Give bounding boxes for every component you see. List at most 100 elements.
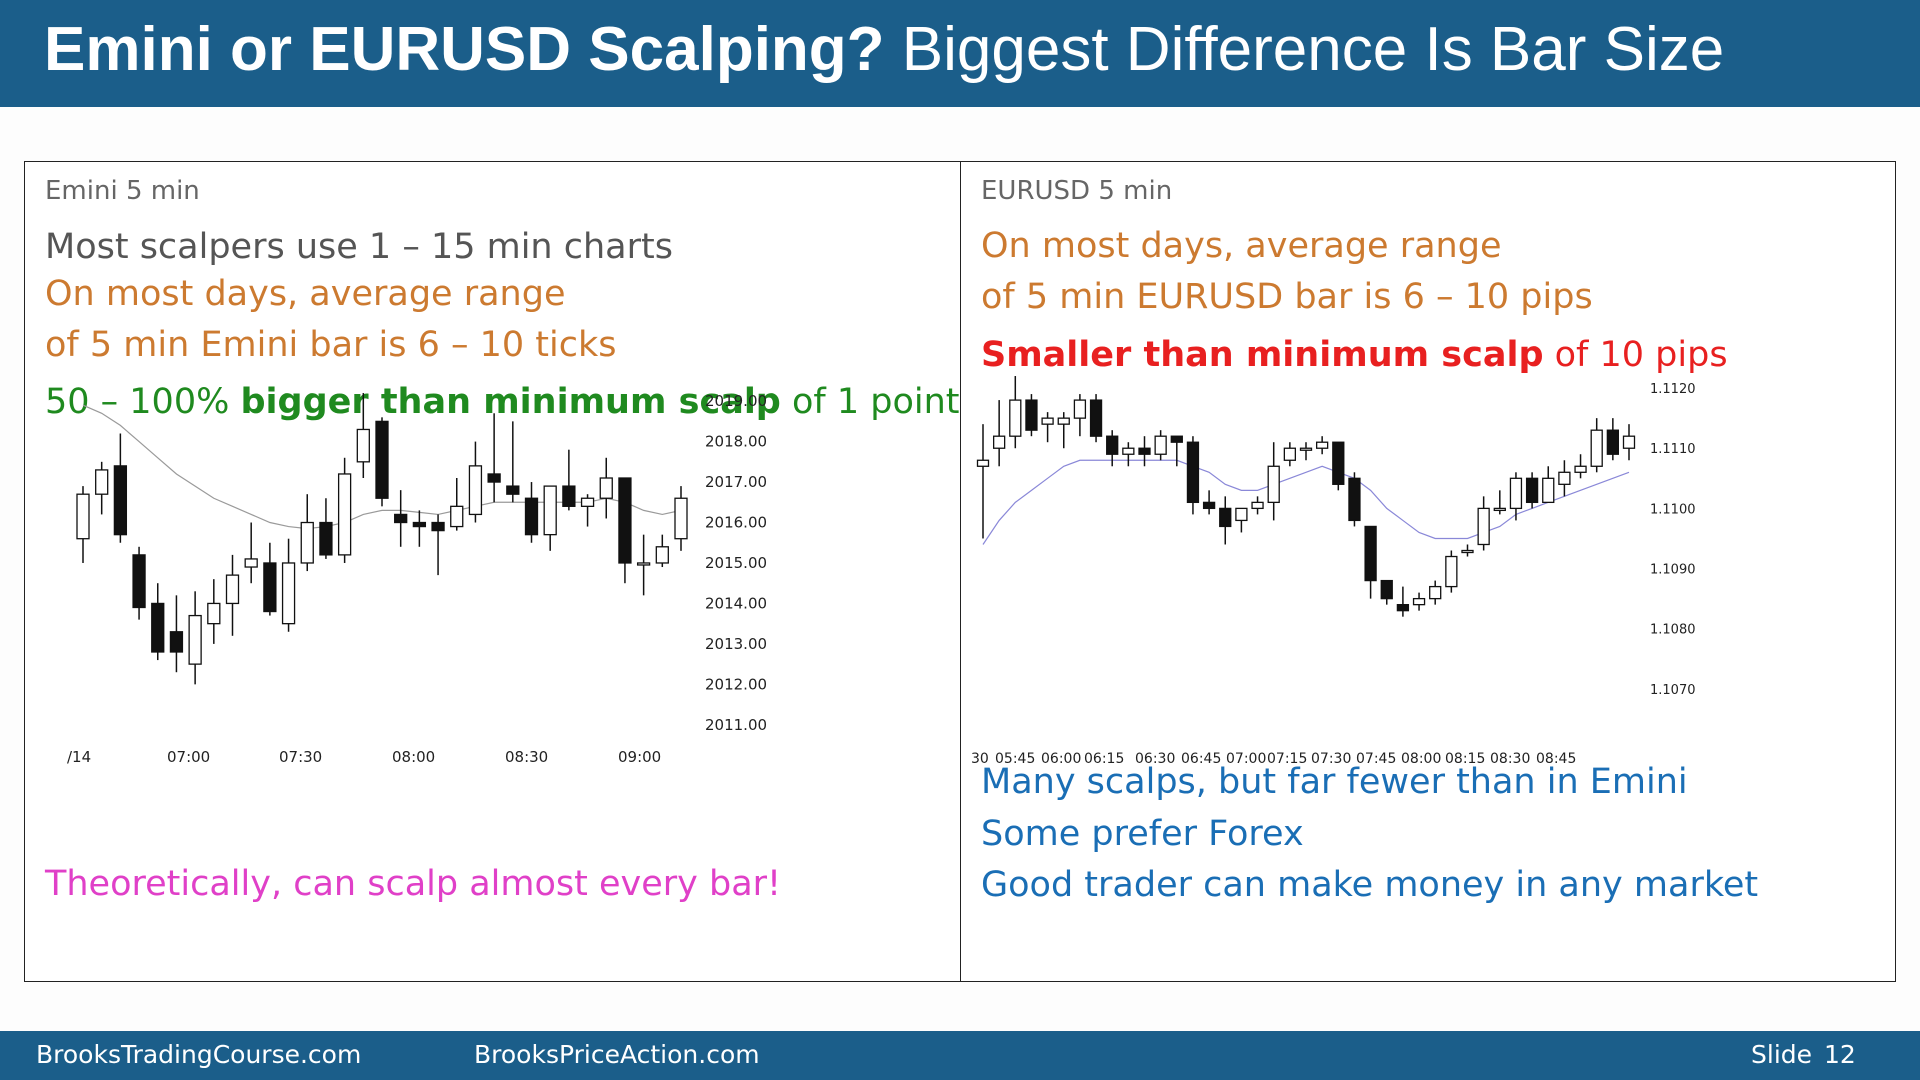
candle-body [1235,507,1248,522]
x-tick-label: 07:15 [1267,751,1307,767]
slide-title: Emini or EURUSD Scalping? Biggest Differ… [44,14,1724,85]
y-tick-label: 1.1100 [1650,502,1696,517]
y-tick-label: 2019.00 [705,392,767,410]
candle-body [1445,555,1458,588]
candle-body [1283,447,1297,461]
emini-line2: On most days, average range [45,274,566,314]
candle-body [1396,603,1410,612]
candle-body [487,473,501,483]
candle-body [1542,477,1555,504]
candle-body [1106,435,1119,455]
moving-average-line [982,459,1630,545]
candle-body [1509,477,1523,510]
y-tick-label: 1.1090 [1650,563,1696,578]
candle-body [1574,465,1587,473]
candle-body [993,435,1006,449]
emini-line4-b: bigger than minimum scalp [240,382,781,422]
candle-body [337,473,352,556]
x-tick-label: 08:30 [1490,751,1530,767]
eurusd-line3-b: of 10 pips [1543,335,1728,375]
candle-body [1089,399,1103,437]
y-tick-label: 2017.00 [705,473,767,491]
eurusd-bottom3: Good trader can make money in any market [981,865,1759,905]
candle-body [263,562,277,613]
x-tick-label: 08:00 [392,748,435,766]
candle-body [1138,447,1151,455]
eurusd-line3-a: Smaller than minimum scalp [981,335,1544,375]
candle-body [1025,399,1038,431]
candle-body [1558,471,1571,485]
emini-line4: 50 – 100% bigger than minimum scalp of 1… [45,382,960,422]
candle-body [1219,507,1232,528]
eurusd-line3: Smaller than minimum scalp of 10 pips [981,335,1728,375]
candle-body [394,513,408,524]
candle-body [524,497,539,536]
y-tick-label: 1.1080 [1650,623,1696,638]
x-tick-label: 08:45 [1536,751,1576,767]
eurusd-line2: of 5 min EURUSD bar is 6 – 10 pips [981,277,1593,317]
emini-line1: Most scalpers use 1 – 15 min charts [45,227,673,267]
candle-body [1299,447,1313,451]
candle-body [113,465,128,536]
emini-chart: 2019.00 2018.00 2017.00 2016.00 2015.00 2014.… [67,392,767,766]
x-tick-label: 06:45 [1181,751,1221,767]
eurusd-chart: 1.1120 1.1110 1.1100 1.1090 1.1080 1.1070 30 05… [971,376,1696,767]
x-tick-label: 08:15 [1445,751,1485,767]
candle-body [169,631,184,653]
x-tick-label: 06:00 [1041,751,1081,767]
candle-body [1057,417,1070,425]
candle-body [1332,441,1345,485]
candle-body [450,505,464,528]
y-tick-label: 1.1120 [1650,382,1696,397]
x-tick-label: 07:30 [279,748,322,766]
candle-body [580,497,595,507]
eurusd-bottom1: Many scalps, but far fewer than in Emini [981,762,1688,802]
x-tick-label: 07:00 [167,748,210,766]
candle-body [976,459,990,467]
x-tick-label: 05:45 [995,751,1035,767]
candle-body [562,485,576,507]
candle-body [300,521,314,564]
candle-body [1154,435,1167,455]
title-normal: Biggest Difference Is Bar Size [884,15,1725,84]
candle-body [599,477,613,499]
candle-body [76,493,90,540]
footer-bar: BrooksTradingCourse.com BrooksPriceActio… [0,1031,1920,1080]
y-tick-label: 2011.00 [705,716,767,734]
candle-body [319,521,333,556]
candle-body [1380,579,1393,600]
candle-body [207,602,221,625]
candle-body [225,574,240,605]
y-tick-label: 2015.00 [705,554,767,572]
candle-body [655,546,669,564]
title-bar: Emini or EURUSD Scalping? Biggest Differ… [0,0,1920,107]
candle-body [1364,525,1377,582]
candle-body [412,521,427,528]
y-tick-label: 2013.00 [705,635,767,653]
emini-bottom-text: Theoretically, can scalp almost every ba… [45,864,782,904]
candle-body [506,485,520,495]
y-tick-label: 2014.00 [705,594,767,612]
x-tick-label: 06:15 [1084,751,1124,767]
title-bold: Emini or EURUSD Scalping? [44,15,885,84]
x-tick-label: 09:00 [618,748,661,766]
eurusd-line1: On most days, average range [981,226,1502,266]
footer-site1[interactable]: BrooksTradingCourse.com [36,1040,362,1069]
footer-site2[interactable]: BrooksPriceAction.com [474,1040,760,1069]
candle-body [356,428,370,463]
candle-body [151,602,165,653]
candle-body [1073,399,1087,419]
x-tick-label: 08:00 [1401,751,1441,767]
x-tick-label: 08:30 [505,748,548,766]
y-tick-label: 1.1110 [1650,442,1696,457]
candle-body [1429,585,1442,600]
y-tick-label: 2018.00 [705,433,767,451]
candle-body [1170,435,1183,443]
candle-body [1009,399,1022,437]
candle-body [1202,501,1216,510]
emini-line3: of 5 min Emini bar is 6 – 10 ticks [45,325,617,365]
emini-line4-a: 50 – 100% [45,382,241,422]
x-tick-label: 30 [971,751,989,767]
candle-body [1525,477,1539,504]
emini-panel: Emini 5 min Most scalpers use 1 – 15 min… [24,161,962,982]
